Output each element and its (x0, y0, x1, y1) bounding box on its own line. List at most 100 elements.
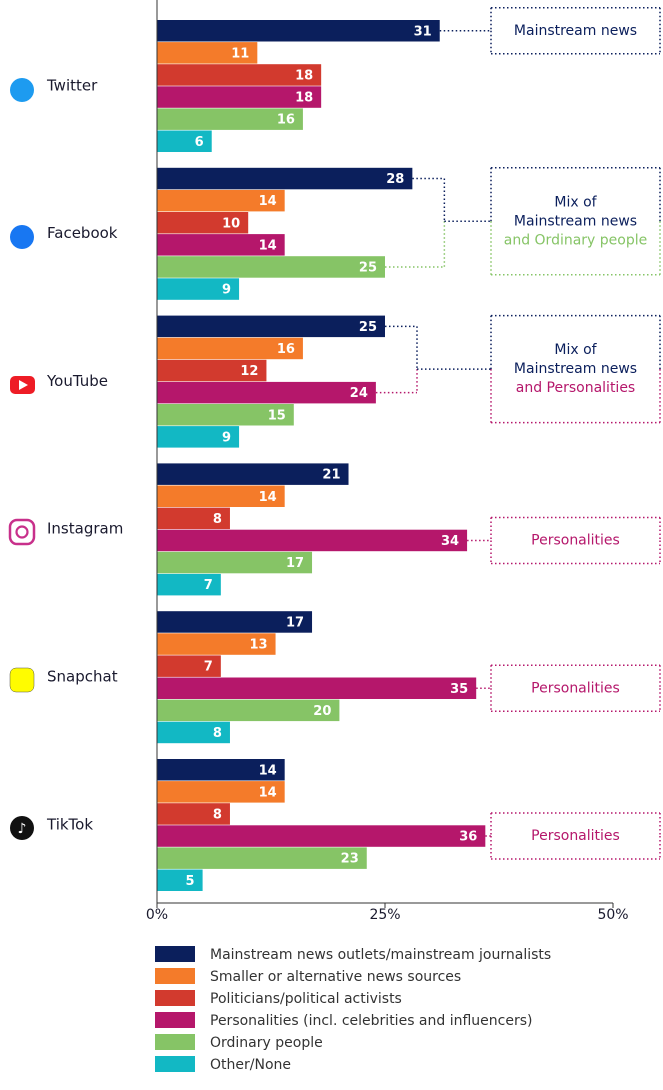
bar-label: 7 (204, 578, 213, 593)
bar (157, 781, 285, 803)
bar (157, 426, 240, 448)
youtube-play (19, 380, 28, 390)
legend-label: Ordinary people (210, 1035, 323, 1051)
bar (157, 759, 285, 781)
bar (157, 825, 486, 847)
bar-label: 15 (268, 408, 286, 423)
annotation-text: Mix of (554, 194, 597, 210)
bar (157, 463, 349, 485)
bar (157, 529, 468, 552)
bar (157, 485, 285, 507)
annotation-text: Mainstream news (514, 23, 637, 39)
bar-label: 20 (313, 704, 331, 719)
bar-label: 9 (222, 283, 231, 298)
category-label: Instagram (47, 520, 123, 538)
x-tick-label: 50% (597, 907, 628, 923)
legend-swatch (155, 968, 195, 984)
bar-label: 14 (259, 785, 277, 800)
bar-label: 12 (240, 364, 258, 379)
bar-label: 34 (441, 534, 459, 549)
bar (157, 234, 285, 256)
bar-label: 21 (322, 468, 340, 483)
legend-swatch (155, 946, 195, 962)
bar-label: 18 (295, 91, 313, 106)
annotation-text: Personalities (531, 680, 620, 696)
bar (157, 611, 313, 633)
bar (157, 869, 203, 891)
bar-label: 5 (186, 874, 195, 889)
bar-label: 16 (277, 113, 295, 128)
bar-label: 25 (359, 260, 377, 275)
x-tick-label: 0% (146, 907, 168, 923)
bar (157, 278, 240, 300)
bar-label: 8 (213, 512, 222, 527)
bar (157, 337, 303, 360)
bar-label: 17 (286, 556, 304, 571)
bar (157, 256, 385, 278)
annotation-text: and Ordinary people (504, 232, 648, 248)
bar (157, 42, 258, 64)
bar-label: 25 (359, 320, 377, 335)
bar (157, 189, 285, 212)
bar (157, 381, 376, 404)
bar-label: 23 (341, 852, 359, 867)
x-tick-label: 25% (369, 907, 400, 923)
bar (157, 677, 477, 699)
bar-label: 18 (295, 68, 313, 83)
bar-label: 28 (386, 172, 404, 187)
legend-swatch (155, 1056, 195, 1072)
legend-label: Politicians/political activists (210, 991, 402, 1007)
category-label: TikTok (46, 815, 93, 833)
icons: ♪ (8, 78, 36, 840)
bar-label: 14 (259, 490, 277, 505)
legend-swatch (155, 1012, 195, 1028)
bar (157, 633, 276, 655)
bar (157, 655, 221, 677)
bar (157, 721, 230, 744)
bar-label: 14 (259, 238, 277, 253)
bar (157, 108, 303, 130)
bar (157, 551, 313, 574)
bar (157, 573, 221, 596)
bar-label: 31 (414, 24, 432, 39)
bar-label: 11 (231, 46, 249, 61)
category-label: Facebook (47, 224, 118, 242)
bar-label: 16 (277, 342, 295, 357)
bar-label: 36 (459, 830, 477, 845)
bar-label: 8 (213, 726, 222, 741)
snapchat-icon (9, 667, 35, 693)
bar-label: 10 (222, 216, 240, 231)
bar (157, 507, 230, 530)
tiktok-note: ♪ (18, 821, 27, 837)
legend-label: Other/None (210, 1057, 291, 1073)
bar-label: 8 (213, 807, 222, 822)
bar (157, 803, 230, 825)
bar-label: 35 (450, 682, 468, 697)
bar (157, 64, 322, 86)
twitter-icon (10, 78, 34, 102)
bar-label: 13 (249, 638, 267, 653)
bar-label: 14 (259, 194, 277, 209)
legend-label: Personalities (incl. celebrities and inf… (210, 1013, 533, 1029)
annotation-text: and Personalities (516, 380, 635, 396)
bar-label: 24 (350, 386, 368, 401)
annotation-text: Mainstream news (514, 213, 637, 229)
bar (157, 847, 367, 869)
tiktok-icon (10, 816, 34, 840)
category-label: YouTube (46, 372, 108, 390)
instagram-icon (8, 518, 36, 546)
bar-label: 14 (259, 763, 277, 778)
legend-label: Smaller or alternative news sources (210, 969, 461, 985)
legend-swatch (155, 990, 195, 1006)
legend-label: Mainstream news outlets/mainstream journ… (210, 947, 551, 963)
bar-label: 17 (286, 615, 304, 630)
annotation-text: Personalities (531, 532, 620, 548)
bar (157, 212, 249, 234)
bar (157, 699, 340, 722)
bar (157, 167, 413, 190)
bar (157, 130, 212, 152)
legend-swatch (155, 1034, 195, 1050)
bar (157, 315, 385, 338)
